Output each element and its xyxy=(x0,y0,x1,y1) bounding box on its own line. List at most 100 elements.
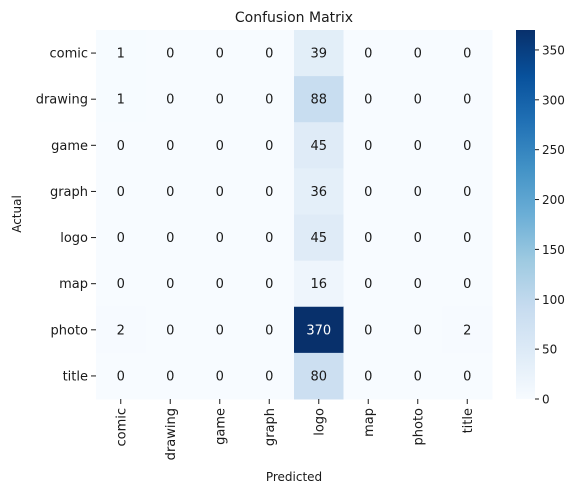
y-axis-label: Actual xyxy=(10,195,24,233)
cell-value-label: 0 xyxy=(166,93,174,108)
cell-value-label: 2 xyxy=(117,323,125,338)
cell-value-label: 0 xyxy=(166,369,174,384)
heatmap-cell xyxy=(145,306,196,354)
x-tick-label: drawing xyxy=(164,408,179,460)
heatmap-cell xyxy=(96,122,146,169)
x-axis-label: Predicted xyxy=(266,470,322,484)
cell-value-label: 0 xyxy=(414,323,422,338)
colorbar-tick-label: 100 xyxy=(542,293,565,307)
heatmap-cell xyxy=(96,260,146,308)
heatmap-cell xyxy=(294,76,344,123)
cell-value-label: 39 xyxy=(310,47,327,62)
heatmap-cell xyxy=(244,352,295,400)
heatmap-cell xyxy=(294,260,344,308)
heatmap-cell xyxy=(145,168,196,215)
cell-value-label: 88 xyxy=(310,93,327,108)
x-tick-label: title xyxy=(461,408,476,433)
cell-value-label: 0 xyxy=(117,185,125,200)
cell-value-label: 0 xyxy=(463,277,471,292)
cell-value-label: 0 xyxy=(265,231,273,246)
heatmap-cell xyxy=(343,30,394,77)
heatmap-cell xyxy=(343,122,394,169)
heatmap-cell xyxy=(96,352,146,400)
heatmap-cell xyxy=(195,30,245,77)
heatmap-cell xyxy=(343,260,394,308)
heatmap-cell xyxy=(145,122,196,169)
heatmap-cell xyxy=(294,122,344,169)
cell-value-label: 0 xyxy=(364,231,372,246)
cell-value-label: 0 xyxy=(166,231,174,246)
cell-value-label: 0 xyxy=(463,47,471,62)
heatmap-cell xyxy=(195,168,245,215)
cell-value-label: 36 xyxy=(310,185,327,200)
cell-value-label: 0 xyxy=(414,231,422,246)
y-tick-label: game xyxy=(51,139,88,154)
colorbar xyxy=(516,30,535,399)
cell-value-label: 0 xyxy=(117,369,125,384)
heatmap-cell xyxy=(393,260,443,308)
heatmap-cell xyxy=(343,352,394,400)
y-tick-label: title xyxy=(63,369,88,384)
heatmap-cell xyxy=(96,306,146,354)
cell-value-label: 0 xyxy=(166,185,174,200)
heatmap-cell xyxy=(442,352,493,400)
cell-value-label: 0 xyxy=(364,47,372,62)
y-tick-label: comic xyxy=(49,47,88,62)
heatmap-cell xyxy=(442,214,493,262)
cell-value-label: 0 xyxy=(414,277,422,292)
heatmap-cell xyxy=(393,214,443,262)
heatmap-cell xyxy=(294,352,344,400)
colorbar-tick-label: 50 xyxy=(542,343,557,357)
cell-value-label: 80 xyxy=(310,369,327,384)
heatmap-cell xyxy=(294,30,344,77)
cell-value-label: 0 xyxy=(364,323,372,338)
colorbar-tick-label: 300 xyxy=(542,93,565,107)
heatmap-cell xyxy=(393,352,443,400)
heatmap-cell xyxy=(393,122,443,169)
cell-value-label: 0 xyxy=(216,323,224,338)
cell-value-label: 0 xyxy=(463,231,471,246)
heatmap-cell xyxy=(96,168,146,215)
cell-value-label: 0 xyxy=(414,93,422,108)
cell-value-label: 0 xyxy=(414,369,422,384)
cell-value-label: 0 xyxy=(117,277,125,292)
heatmap-cell xyxy=(145,352,196,400)
heatmap-cell xyxy=(244,260,295,308)
cell-value-label: 0 xyxy=(265,185,273,200)
cell-value-label: 0 xyxy=(364,93,372,108)
x-tick-label: game xyxy=(213,408,228,445)
heatmap-cell xyxy=(244,168,295,215)
cell-value-label: 0 xyxy=(414,47,422,62)
y-tick-label: map xyxy=(59,277,88,292)
heatmap-cell xyxy=(442,76,493,123)
cell-value-label: 0 xyxy=(265,369,273,384)
cell-value-label: 0 xyxy=(463,185,471,200)
cell-value-label: 45 xyxy=(310,231,327,246)
cell-value-label: 0 xyxy=(166,277,174,292)
colorbar-tick-label: 150 xyxy=(542,243,565,257)
heatmap-cell xyxy=(145,30,196,77)
heatmap-cell xyxy=(393,30,443,77)
x-tick-label: logo xyxy=(312,408,327,436)
x-tick-label: graph xyxy=(263,408,278,446)
x-tick-label: photo xyxy=(411,408,426,446)
cell-value-label: 0 xyxy=(463,369,471,384)
cell-value-label: 0 xyxy=(364,369,372,384)
heatmap-cell xyxy=(244,76,295,123)
y-tick-label: drawing xyxy=(36,93,88,108)
heatmap-cell xyxy=(343,76,394,123)
cell-value-label: 16 xyxy=(310,277,327,292)
heatmap-cell xyxy=(195,306,245,354)
cell-value-labels: 1 0 0 0 39 0 0 0 1 0 0 0 88 0 0 0 0 0 0 0 45 0 0 0 0 0 0 0 36 0 0 0 0 0 0 0… xyxy=(117,47,472,385)
x-axis-ticks: comic drawing game graph logo map photo title xyxy=(114,399,476,460)
cell-value-label: 0 xyxy=(216,277,224,292)
heatmap-cell xyxy=(442,260,493,308)
cell-value-label: 0 xyxy=(216,231,224,246)
heatmap-cell xyxy=(244,306,295,354)
heatmap-cell xyxy=(96,214,146,262)
cell-value-label: 0 xyxy=(216,93,224,108)
cell-value-label: 0 xyxy=(117,231,125,246)
heatmap-cell xyxy=(195,214,245,262)
heatmap-cell xyxy=(343,214,394,262)
cell-value-label: 0 xyxy=(414,185,422,200)
